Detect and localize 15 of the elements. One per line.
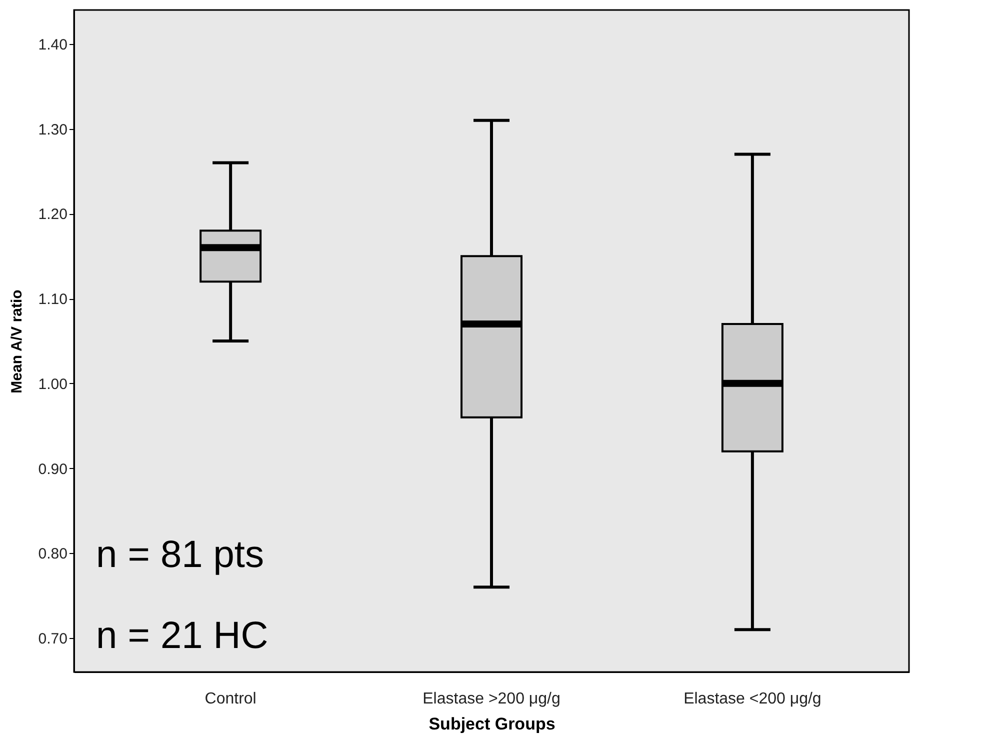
y-tick-label: 1.00 — [38, 376, 68, 393]
y-tick-label: 1.30 — [38, 121, 68, 138]
y-tick-label: 0.90 — [38, 460, 68, 478]
y-tick-label: 0.70 — [38, 630, 68, 648]
y-axis-title: Mean A/V ratio — [8, 290, 26, 394]
x-tick-label: Elastase <200 μg/g — [684, 690, 822, 708]
x-tick-label: Elastase >200 μg/g — [422, 690, 560, 708]
y-tick-label: 0.80 — [38, 546, 68, 563]
annotation: n = 81 pts — [96, 534, 264, 576]
y-tick-label: 1.10 — [38, 291, 68, 308]
x-tick-label: Control — [204, 690, 256, 708]
y-tick-label: 1.40 — [38, 36, 68, 54]
x-axis-title: Subject Groups — [428, 714, 556, 734]
annotation: n = 21 HC — [96, 615, 268, 657]
y-tick-label: 1.20 — [38, 206, 68, 224]
